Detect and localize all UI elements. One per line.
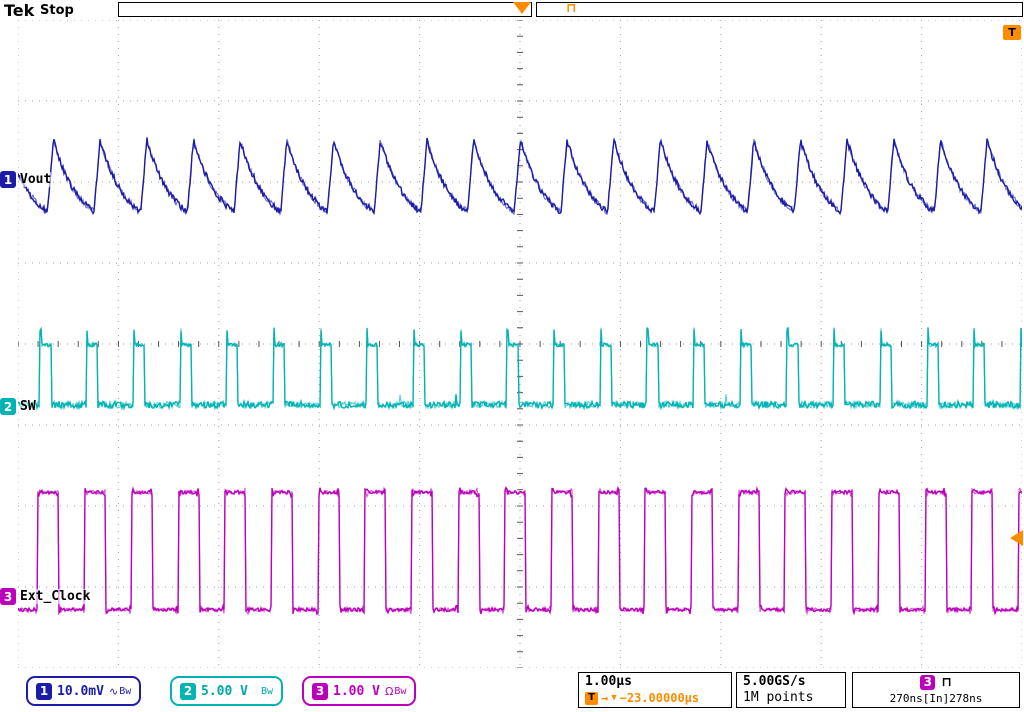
ch3-badge: 3 (312, 683, 328, 700)
trigger-level-arrow-icon[interactable] (1010, 530, 1023, 546)
channel-1-marker[interactable]: 1 (0, 171, 16, 188)
trigger-delay-value: −23.00000µs (620, 690, 699, 706)
channel-3-marker[interactable]: 3 (0, 588, 16, 605)
ch1-bandwidth-indicator: Bw (119, 686, 131, 697)
acquisition-readout: 5.00GS/s 1M points (736, 672, 846, 708)
timebase-value: 1.00µs (585, 674, 725, 690)
trigger-position-marker[interactable] (513, 2, 531, 14)
acquisition-status: Stop (40, 3, 74, 18)
graticule (18, 20, 1022, 668)
record-view-bar-right (536, 2, 1023, 17)
trigger-readout[interactable]: 3 ⊓ 270ns[In]278ns (852, 672, 1020, 708)
ch2-scale: 5.00 V (201, 684, 248, 699)
ch3-bandwidth-indicator: Bw (394, 686, 406, 697)
ch1-badge: 1 (36, 683, 52, 700)
ch1-scale: 10.0mV (57, 684, 104, 699)
trigger-source-badge: 3 (920, 675, 935, 690)
trigger-level-badge[interactable]: T (1003, 25, 1021, 40)
tek-logo: Tek (4, 1, 34, 20)
channel-2-label: SW (20, 399, 36, 414)
channel-2-marker[interactable]: 2 (0, 398, 16, 415)
ch2-readout[interactable]: 2 5.00 V Bw (170, 676, 283, 706)
record-length-value: 1M points (743, 690, 839, 706)
trigger-t-icon: T (585, 692, 598, 705)
trigger-width-readout: 270ns[In]278ns (859, 691, 1013, 706)
ch2-badge: 2 (180, 683, 196, 700)
ch3-scale: 1.00 V (333, 684, 380, 699)
waveform-plot (18, 20, 1022, 668)
sample-rate-value: 5.00GS/s (743, 674, 839, 690)
pulse-width-trigger-icon: ⊓ (941, 674, 951, 691)
ch2-bandwidth-indicator: Bw (261, 686, 273, 697)
record-view-bar-left (118, 2, 532, 17)
channel-3-label: Ext_Clock (20, 589, 90, 604)
trigger-arrow-glyph: → (601, 690, 608, 706)
channel-1-label: Vout (20, 172, 51, 187)
trigger-marker-glyph: ▼ (611, 690, 616, 706)
ch3-readout[interactable]: 3 1.00 V Ω Bw (302, 676, 416, 706)
ch1-coupling-icon: ∿ (109, 685, 118, 698)
ch3-impedance-indicator: Ω (385, 685, 393, 698)
ch1-readout[interactable]: 1 10.0mV ∿ Bw (26, 676, 141, 706)
horizontal-readout[interactable]: 1.00µs T → ▼ −23.00000µs (578, 672, 732, 708)
trigger-type-icon: ⊓ (566, 1, 576, 16)
